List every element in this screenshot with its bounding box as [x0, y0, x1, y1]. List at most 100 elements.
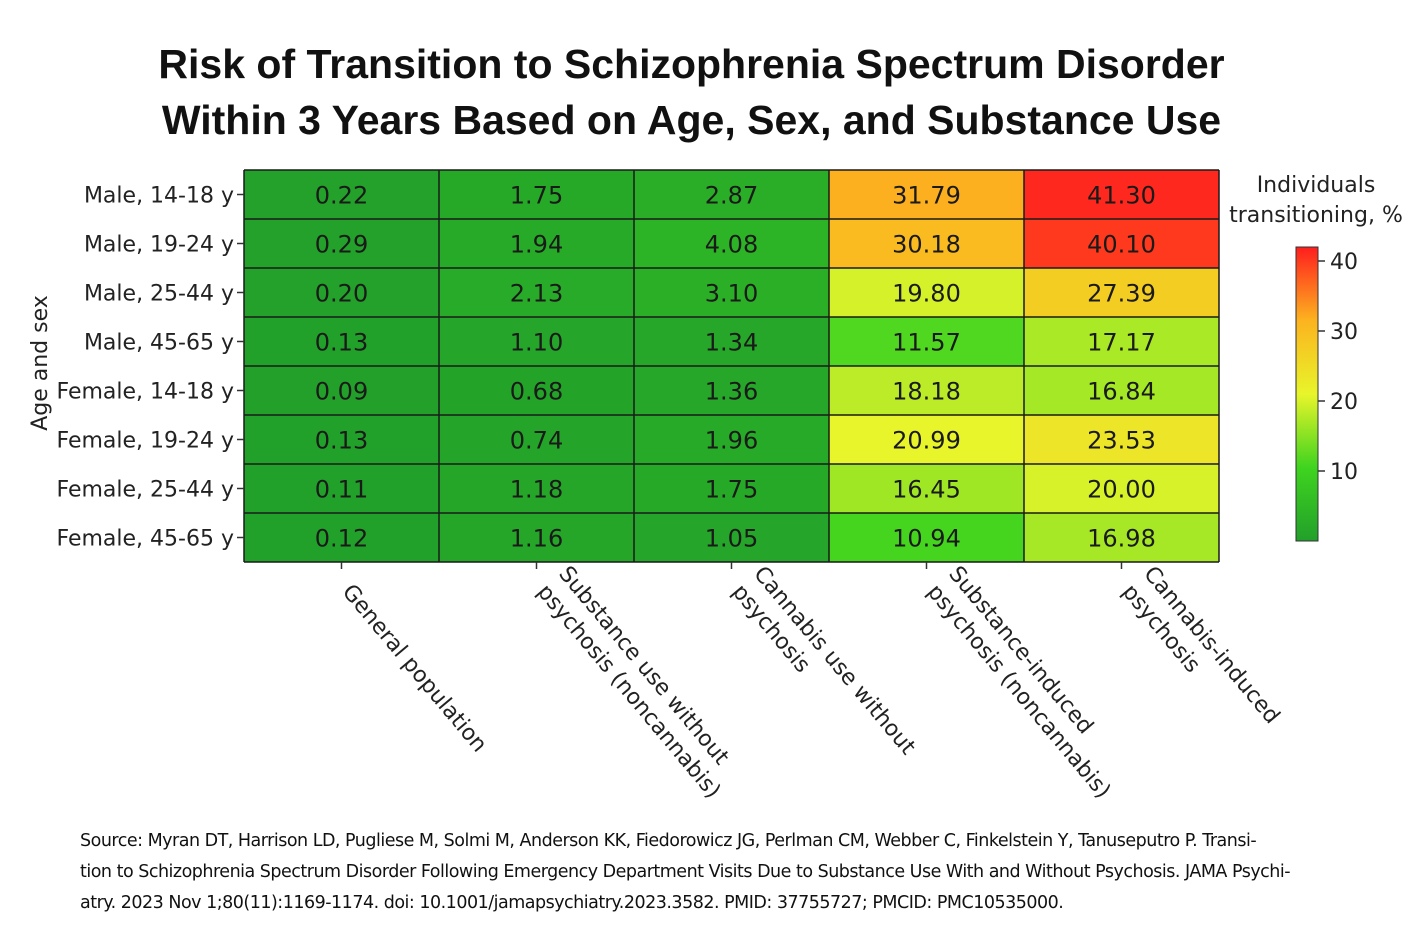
cell-value-label: 20.00 — [1087, 476, 1156, 504]
column-label: General population — [337, 580, 492, 758]
row-label: Male, 14-18 y — [84, 184, 234, 209]
cell-value-label: 4.08 — [705, 231, 758, 259]
column-label-line: psychosis (noncannabis) — [532, 580, 725, 804]
heatmap-cell — [1024, 268, 1219, 317]
heatmap-cell — [439, 317, 634, 366]
colorbar-title: Individuals — [1257, 173, 1376, 198]
cell-value-label: 19.80 — [892, 280, 961, 308]
source-citation: Source: Myran DT, Harrison LD, Pugliese … — [80, 826, 1370, 919]
heatmap-cell — [1024, 317, 1219, 366]
chart-title-line-2: Within 3 Years Based on Age, Sex, and Su… — [161, 97, 1222, 143]
heatmap-cell — [829, 219, 1024, 268]
cell-value-label: 0.74 — [510, 427, 563, 455]
cell-value-label: 0.12 — [315, 525, 368, 553]
heatmap-cell — [634, 170, 829, 219]
heatmap-cell — [244, 415, 439, 464]
row-label: Female, 14-18 y — [57, 380, 234, 405]
heatmap-cell — [244, 464, 439, 513]
colorbar-title: transitioning, % — [1229, 203, 1403, 228]
heatmap-cell — [244, 170, 439, 219]
cell-value-label: 1.36 — [705, 378, 758, 406]
colorbar-tick-label: 20 — [1330, 390, 1358, 415]
heatmap-cell — [244, 268, 439, 317]
heatmap-cell — [634, 464, 829, 513]
cell-value-label: 1.05 — [705, 525, 758, 553]
cell-value-label: 0.29 — [315, 231, 368, 259]
cell-value-label: 1.75 — [705, 476, 758, 504]
heatmap-cell — [634, 268, 829, 317]
heatmap-cell — [244, 513, 439, 562]
heatmap-cell — [634, 513, 829, 562]
heatmap-cell — [1024, 513, 1219, 562]
cell-value-label: 1.96 — [705, 427, 758, 455]
column-label-line: Substance use without — [553, 562, 734, 770]
heatmap-cell — [634, 219, 829, 268]
heatmap-cell — [1024, 464, 1219, 513]
heatmap-cell — [244, 219, 439, 268]
cell-value-label: 11.57 — [892, 329, 961, 357]
cell-value-label: 0.20 — [315, 280, 368, 308]
row-label: Female, 19-24 y — [57, 429, 234, 454]
heatmap-cell — [439, 268, 634, 317]
source-line-1: Source: Myran DT, Harrison LD, Pugliese … — [80, 831, 1257, 851]
cell-value-label: 16.98 — [1087, 525, 1156, 553]
column-label-line: General population — [337, 580, 492, 758]
chart-title: Risk of Transition to Schizophrenia Spec… — [0, 36, 1383, 148]
cell-value-label: 1.16 — [510, 525, 563, 553]
cell-value-label: 10.94 — [892, 525, 961, 553]
cell-value-label: 41.30 — [1087, 182, 1156, 210]
cell-value-label: 17.17 — [1087, 329, 1156, 357]
heatmap-cell — [1024, 219, 1219, 268]
heatmap-cell — [439, 464, 634, 513]
cell-value-label: 0.09 — [315, 378, 368, 406]
heatmap-cell — [439, 513, 634, 562]
cell-value-label: 18.18 — [892, 378, 961, 406]
cell-value-label: 0.11 — [315, 476, 368, 504]
cell-value-label: 27.39 — [1087, 280, 1156, 308]
heatmap-cell — [829, 317, 1024, 366]
row-label: Female, 25-44 y — [57, 478, 234, 503]
row-label: Female, 45-65 y — [57, 527, 234, 552]
heatmap-cell — [244, 317, 439, 366]
heatmap-cell — [439, 415, 634, 464]
cell-value-label: 20.99 — [892, 427, 961, 455]
colorbar-tick-label: 40 — [1330, 250, 1358, 275]
heatmap-cell — [1024, 170, 1219, 219]
cell-value-label: 1.75 — [510, 182, 563, 210]
cell-value-label: 1.10 — [510, 329, 563, 357]
cell-value-label: 16.84 — [1087, 378, 1156, 406]
colorbar-scale — [1295, 246, 1319, 542]
cell-value-label: 0.68 — [510, 378, 563, 406]
heatmap-cell — [829, 170, 1024, 219]
y-axis-label: Age and sex — [28, 295, 53, 431]
row-label: Male, 45-65 y — [84, 331, 234, 356]
source-line-2: tion to Schizophrenia Spectrum Disorder … — [80, 862, 1291, 882]
heatmap-cell — [439, 366, 634, 415]
cell-value-label: 23.53 — [1087, 427, 1156, 455]
cell-value-label: 0.22 — [315, 182, 368, 210]
row-label: Male, 19-24 y — [84, 233, 234, 258]
heatmap-cell — [634, 366, 829, 415]
cell-value-label: 16.45 — [892, 476, 961, 504]
heatmap-cell — [244, 366, 439, 415]
cell-value-label: 2.13 — [510, 280, 563, 308]
cell-value-label: 2.87 — [705, 182, 758, 210]
cell-value-label: 1.94 — [510, 231, 563, 259]
cell-value-label: 1.18 — [510, 476, 563, 504]
heatmap-cell — [1024, 366, 1219, 415]
cell-value-label: 1.34 — [705, 329, 758, 357]
cell-value-label: 0.13 — [315, 329, 368, 357]
heatmap-cell — [829, 415, 1024, 464]
heatmap-cell — [634, 415, 829, 464]
heatmap-cell — [829, 268, 1024, 317]
cell-value-label: 30.18 — [892, 231, 961, 259]
source-line-3: atry. 2023 Nov 1;80(11):1169-1174. doi: … — [80, 893, 1064, 913]
colorbar-tick-label: 30 — [1330, 320, 1358, 345]
heatmap-cell — [829, 464, 1024, 513]
heatmap-cell — [829, 513, 1024, 562]
